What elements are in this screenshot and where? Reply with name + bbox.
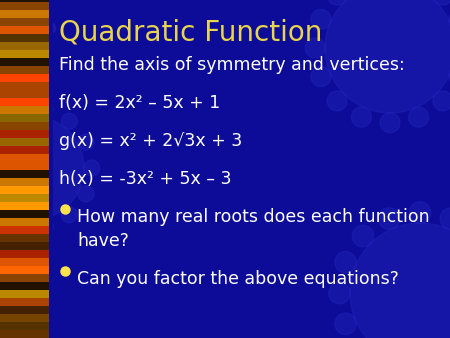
Bar [0, 10, 51, 18]
Bar [0, 266, 51, 274]
Bar [0, 146, 51, 154]
Bar [0, 74, 51, 82]
Circle shape [327, 91, 347, 111]
Circle shape [0, 116, 84, 220]
Circle shape [37, 102, 53, 118]
Circle shape [350, 223, 450, 338]
Bar [0, 306, 51, 314]
Circle shape [84, 160, 100, 176]
Bar [0, 114, 51, 122]
Bar [0, 90, 51, 98]
Bar [0, 138, 51, 146]
Bar [0, 226, 51, 234]
Circle shape [449, 9, 450, 29]
Bar [0, 274, 51, 282]
Circle shape [380, 113, 400, 133]
Circle shape [311, 67, 331, 87]
Circle shape [37, 218, 53, 234]
Circle shape [409, 107, 428, 127]
Circle shape [45, 23, 56, 33]
Circle shape [328, 282, 350, 304]
Bar [0, 98, 51, 106]
Bar [0, 26, 51, 34]
Circle shape [449, 67, 450, 87]
Bar [0, 258, 51, 266]
Text: g(x) = x² + 2√3x + 3: g(x) = x² + 2√3x + 3 [59, 132, 242, 150]
Circle shape [40, 2, 50, 13]
Bar [0, 218, 51, 226]
Bar [0, 242, 51, 250]
Bar [0, 130, 51, 138]
Bar [0, 282, 51, 290]
Bar [0, 34, 51, 42]
Bar [0, 58, 51, 66]
Bar [0, 298, 51, 306]
Circle shape [409, 202, 431, 223]
Bar [0, 66, 51, 74]
Circle shape [433, 91, 450, 111]
Circle shape [327, 0, 347, 5]
Bar [0, 194, 51, 202]
Text: have?: have? [77, 232, 129, 249]
Circle shape [440, 208, 450, 230]
Bar [0, 82, 51, 90]
Circle shape [305, 38, 325, 58]
Circle shape [0, 207, 3, 223]
Bar [0, 314, 51, 322]
Bar [0, 322, 51, 330]
Bar [0, 42, 51, 50]
Bar [0, 0, 51, 2]
Text: Quadratic Function: Quadratic Function [59, 18, 322, 46]
Circle shape [0, 0, 45, 63]
Text: Can you factor the above equations?: Can you factor the above equations? [77, 270, 399, 288]
Bar [0, 50, 51, 58]
Bar [0, 178, 51, 186]
Circle shape [78, 134, 94, 150]
Circle shape [433, 0, 450, 5]
Text: h(x) = -3x² + 5x – 3: h(x) = -3x² + 5x – 3 [59, 170, 231, 188]
Circle shape [351, 107, 371, 127]
Bar [0, 202, 51, 210]
Circle shape [40, 43, 50, 53]
Bar [0, 170, 51, 178]
Bar [0, 122, 51, 130]
Bar [0, 330, 51, 338]
Circle shape [352, 225, 374, 247]
Bar [0, 18, 51, 26]
Circle shape [61, 207, 77, 223]
Circle shape [61, 113, 77, 129]
Text: How many real roots does each function: How many real roots does each function [77, 208, 430, 226]
Circle shape [11, 102, 27, 118]
Circle shape [0, 113, 3, 129]
Bar [0, 210, 51, 218]
Bar [0, 250, 51, 258]
Bar [0, 186, 51, 194]
Bar [49, 0, 53, 338]
Bar [0, 106, 51, 114]
Circle shape [335, 251, 356, 273]
Bar [0, 290, 51, 298]
Circle shape [378, 208, 400, 230]
Text: f(x) = 2x² – 5x + 1: f(x) = 2x² – 5x + 1 [59, 94, 220, 112]
Circle shape [4, 63, 15, 74]
Circle shape [335, 313, 356, 335]
Bar [0, 234, 51, 242]
Circle shape [78, 186, 94, 202]
Circle shape [25, 57, 36, 68]
Circle shape [311, 9, 331, 29]
Bar [0, 2, 51, 10]
Bar [0, 154, 51, 162]
Circle shape [11, 218, 27, 234]
Circle shape [325, 0, 450, 113]
Text: Find the axis of symmetry and vertices:: Find the axis of symmetry and vertices: [59, 56, 405, 74]
Bar [0, 162, 51, 170]
